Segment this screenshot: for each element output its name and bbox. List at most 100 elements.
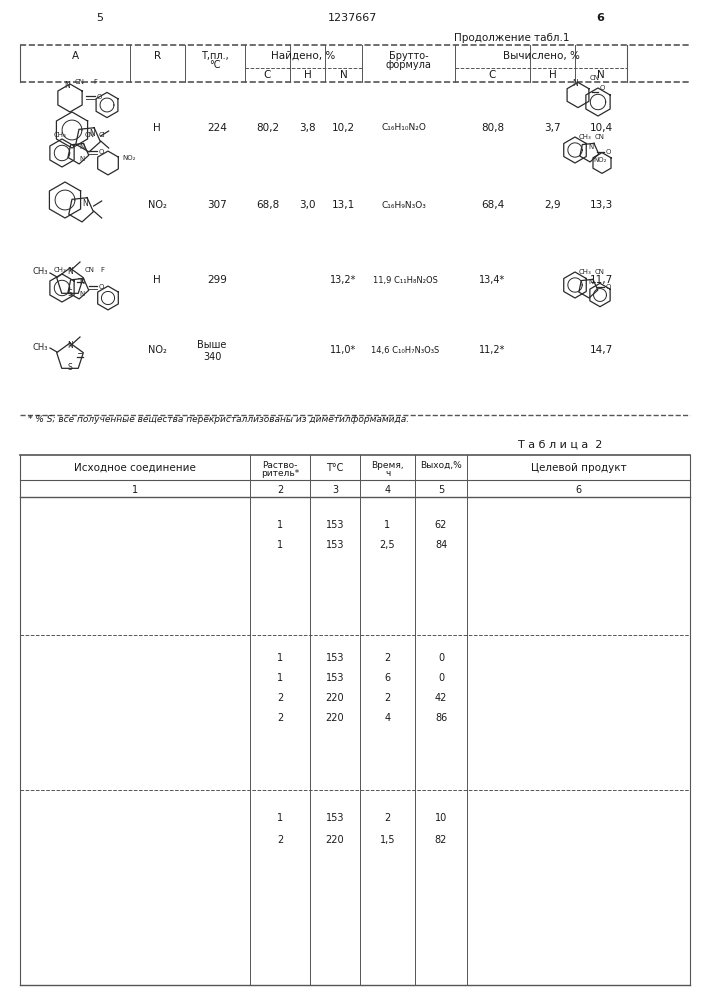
- Text: N: N: [572, 80, 578, 89]
- Text: H: H: [153, 123, 161, 133]
- Text: ч: ч: [385, 468, 390, 478]
- Text: Т а б л и ц а  2: Т а б л и ц а 2: [518, 440, 602, 450]
- Text: N: N: [588, 279, 594, 285]
- Text: NO₂: NO₂: [593, 157, 607, 163]
- Text: 80,8: 80,8: [481, 123, 504, 133]
- Text: O: O: [600, 85, 605, 91]
- Text: H: H: [303, 70, 311, 80]
- Text: C₁₆H₉N₃O₃: C₁₆H₉N₃O₃: [381, 200, 426, 210]
- Text: 1: 1: [132, 485, 138, 495]
- Text: CH₃: CH₃: [578, 134, 591, 140]
- Text: O: O: [606, 149, 612, 155]
- Text: 1: 1: [385, 520, 390, 530]
- Text: 2: 2: [385, 813, 391, 823]
- Text: Т,пл.,: Т,пл.,: [201, 51, 229, 61]
- Text: Выше: Выше: [197, 340, 227, 350]
- Text: N: N: [588, 144, 594, 150]
- Text: 6: 6: [596, 13, 604, 23]
- Text: N: N: [67, 266, 73, 275]
- Text: 3,8: 3,8: [299, 123, 316, 133]
- Text: Исходное соединение: Исходное соединение: [74, 463, 196, 473]
- Text: С: С: [489, 70, 496, 80]
- Text: 3: 3: [332, 485, 338, 495]
- Text: °С: °С: [209, 60, 221, 70]
- Text: N: N: [597, 70, 605, 80]
- Text: CH₃: CH₃: [33, 267, 48, 276]
- Text: N: N: [79, 291, 85, 297]
- Text: 153: 153: [326, 653, 344, 663]
- Text: N: N: [79, 156, 85, 162]
- Text: 2: 2: [277, 485, 283, 495]
- Text: 2,9: 2,9: [544, 200, 561, 210]
- Text: 62: 62: [435, 520, 448, 530]
- Text: Целевой продукт: Целевой продукт: [531, 463, 626, 473]
- Text: F: F: [93, 79, 97, 85]
- Text: S: S: [68, 288, 72, 298]
- Text: 224: 224: [207, 123, 227, 133]
- Text: 2: 2: [277, 713, 283, 723]
- Text: ритель*: ритель*: [261, 468, 299, 478]
- Text: 299: 299: [207, 275, 227, 285]
- Text: 220: 220: [326, 713, 344, 723]
- Text: N: N: [82, 198, 88, 208]
- Text: 86: 86: [435, 713, 447, 723]
- Text: O: O: [99, 284, 105, 290]
- Text: 1: 1: [277, 673, 283, 683]
- Text: N: N: [79, 279, 85, 285]
- Text: Продолжение табл.1: Продолжение табл.1: [455, 33, 570, 43]
- Text: CN: CN: [595, 134, 605, 140]
- Text: 84: 84: [435, 540, 447, 550]
- Text: 10,4: 10,4: [590, 123, 612, 133]
- Text: N: N: [64, 82, 70, 91]
- Text: 1: 1: [277, 653, 283, 663]
- Text: O: O: [97, 94, 103, 100]
- Text: 3,7: 3,7: [544, 123, 561, 133]
- Text: A: A: [71, 51, 78, 61]
- Text: Брутто-: Брутто-: [389, 51, 428, 61]
- Text: 13,2*: 13,2*: [330, 275, 357, 285]
- Text: 1: 1: [277, 520, 283, 530]
- Text: 11,9 C₁₁H₈N₂OS: 11,9 C₁₁H₈N₂OS: [373, 275, 438, 284]
- Text: CN: CN: [595, 269, 605, 275]
- Text: 153: 153: [326, 673, 344, 683]
- Text: 42: 42: [435, 693, 448, 703]
- Text: 13,1: 13,1: [332, 200, 355, 210]
- Text: 1: 1: [277, 813, 283, 823]
- Text: 3,0: 3,0: [299, 200, 316, 210]
- Text: 6: 6: [575, 485, 582, 495]
- Text: R: R: [154, 51, 161, 61]
- Text: 0: 0: [438, 673, 444, 683]
- Text: 153: 153: [326, 520, 344, 530]
- Text: 10: 10: [435, 813, 447, 823]
- Text: С: С: [264, 70, 271, 80]
- Text: 11,2*: 11,2*: [479, 345, 506, 355]
- Text: 5: 5: [96, 13, 103, 23]
- Text: 68,4: 68,4: [481, 200, 504, 210]
- Text: S: S: [68, 363, 72, 372]
- Text: Выход,%: Выход,%: [420, 460, 462, 470]
- Text: Вычислено, %: Вычислено, %: [503, 51, 580, 61]
- Text: 2: 2: [385, 653, 391, 663]
- Text: 13,4*: 13,4*: [479, 275, 506, 285]
- Text: 2,5: 2,5: [380, 540, 395, 550]
- Text: N: N: [339, 70, 347, 80]
- Text: 10,2: 10,2: [332, 123, 355, 133]
- Text: CN: CN: [590, 75, 600, 81]
- Text: 68,8: 68,8: [256, 200, 279, 210]
- Text: CH₃: CH₃: [54, 267, 66, 273]
- Text: C₁₆H₁₀N₂O: C₁₆H₁₀N₂O: [381, 123, 426, 132]
- Text: 153: 153: [326, 540, 344, 550]
- Text: Т°С: Т°С: [327, 463, 344, 473]
- Text: Cl: Cl: [98, 132, 105, 138]
- Text: CH₃: CH₃: [54, 132, 66, 138]
- Text: 2: 2: [277, 835, 283, 845]
- Text: 1: 1: [277, 540, 283, 550]
- Text: 4: 4: [385, 485, 390, 495]
- Text: 220: 220: [326, 835, 344, 845]
- Text: CN: CN: [85, 132, 95, 138]
- Text: 14,6 C₁₀H₇N₃O₃S: 14,6 C₁₀H₇N₃O₃S: [371, 346, 440, 355]
- Text: 220: 220: [326, 693, 344, 703]
- Text: H: H: [153, 275, 161, 285]
- Text: N: N: [67, 342, 73, 351]
- Text: N: N: [79, 144, 85, 150]
